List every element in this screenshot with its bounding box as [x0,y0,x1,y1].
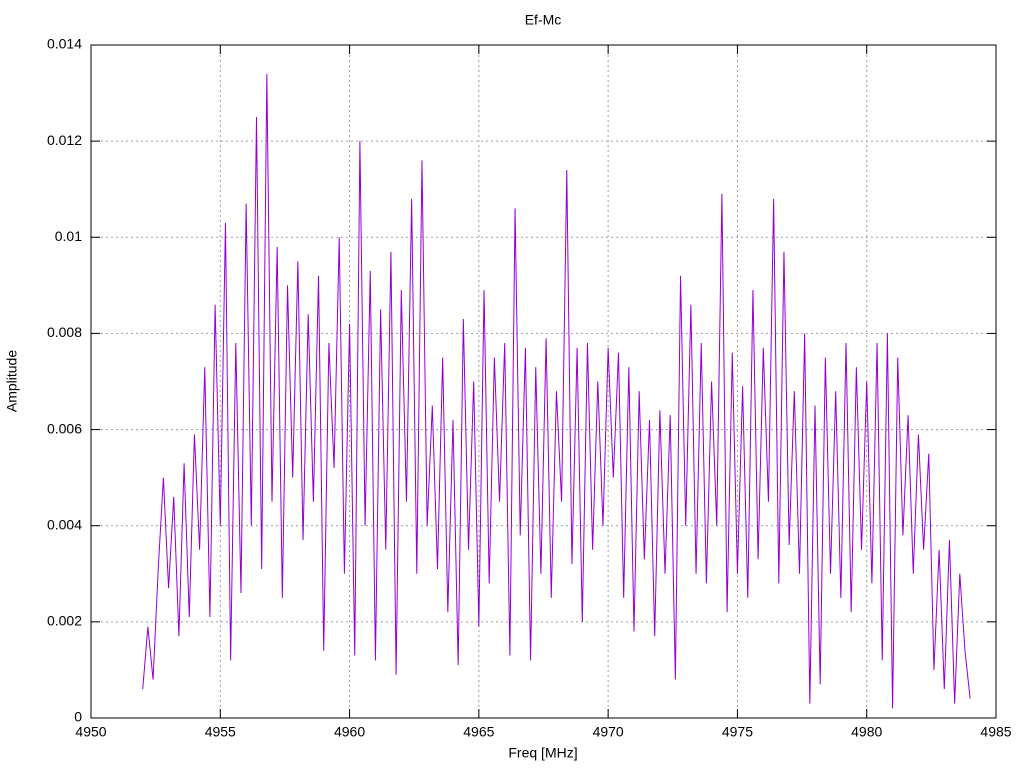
x-tick-label: 4965 [463,724,494,740]
y-tick-label: 0.008 [47,324,82,340]
y-tick-label: 0.006 [47,420,82,436]
y-tick-label: 0.004 [47,516,82,532]
plot-border [90,44,997,719]
chart-title: Ef-Mc [525,12,562,28]
data-line [142,73,971,709]
x-tick-label: 4985 [980,724,1011,740]
x-tick-label: 4970 [593,724,624,740]
x-tick-label: 4980 [851,724,882,740]
x-tick-label: 4975 [722,724,753,740]
y-tick-label: 0 [74,709,82,725]
y-tick-label: 0.01 [55,228,82,244]
x-tick-label: 4960 [334,724,365,740]
y-tick-label: 0.014 [47,36,82,52]
y-tick-label: 0.012 [47,132,82,148]
x-axis-label: Freq [MHz] [508,745,577,761]
x-tick-label: 4950 [75,724,106,740]
y-axis-label: Amplitude [4,350,20,412]
y-tick-label: 0.002 [47,613,82,629]
x-tick-label: 4955 [205,724,236,740]
